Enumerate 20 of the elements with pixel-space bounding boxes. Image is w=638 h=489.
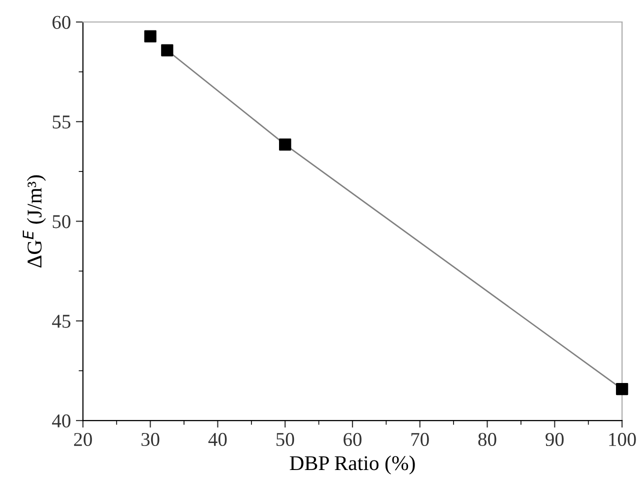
y-tick-label: 60 — [52, 16, 70, 29]
x-tick-label: 40 — [208, 432, 227, 446]
point — [279, 138, 292, 151]
x-tick-label: 30 — [142, 432, 160, 446]
point — [144, 30, 156, 42]
x-tick-label: 20 — [74, 432, 92, 446]
x-tick-label: 70 — [411, 432, 429, 446]
y-tick-label: 50 — [52, 215, 70, 228]
x-tick-label: 100 — [609, 432, 636, 446]
x-tick-label: 60 — [344, 432, 362, 446]
x-tick-label: 50 — [276, 432, 294, 446]
x-tick-label: 80 — [478, 432, 496, 446]
point — [616, 382, 628, 396]
point — [161, 44, 174, 56]
y-tick-label: 55 — [52, 116, 70, 129]
y-tick-label: 45 — [52, 314, 70, 328]
x-tick-label: 90 — [546, 432, 564, 446]
y-tick-label: 40 — [52, 414, 70, 428]
y-axis-title: ΔG$^{E}$ (J/m³) — [22, 175, 46, 268]
x-axis-title: DBP Ratio (%) — [290, 456, 415, 474]
